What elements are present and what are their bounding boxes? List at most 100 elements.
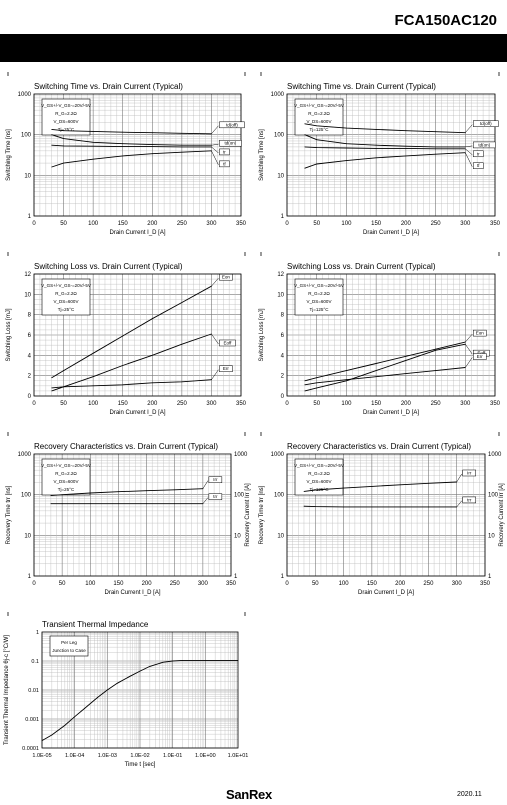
series-label-box xyxy=(462,469,476,477)
data-point xyxy=(92,376,94,378)
data-point xyxy=(405,148,407,149)
data-point xyxy=(97,697,98,698)
data-point xyxy=(63,386,64,388)
x-tick-label: 250 xyxy=(423,581,434,587)
data-point xyxy=(63,145,64,147)
series-label-box xyxy=(219,160,230,168)
data-point xyxy=(435,146,436,148)
chart-title: Switching Loss vs. Drain Current (Typica… xyxy=(34,262,183,271)
x-tick-label: 1.0E-05 xyxy=(32,753,51,759)
series-label-box xyxy=(208,476,223,483)
x-tick-label: 1.0E-01 xyxy=(163,753,182,759)
x-tick-label: 150 xyxy=(118,401,129,407)
series-line xyxy=(304,152,466,169)
y-tick-label: 1 xyxy=(36,630,39,636)
y-tick-label: 0.01 xyxy=(28,688,39,694)
data-point xyxy=(118,491,119,493)
y-tick-label: 1 xyxy=(28,214,32,220)
condition-text: V_GS+/-V_GS-=20V/-5V xyxy=(41,283,91,288)
data-point xyxy=(50,503,52,505)
data-point xyxy=(316,163,318,165)
x-axis-label: Drain Current I_D [A] xyxy=(104,590,160,596)
y-tick-label: 100 xyxy=(274,133,285,139)
label-leader xyxy=(465,152,473,167)
x-tick-label: 300 xyxy=(460,401,471,407)
data-point xyxy=(51,387,53,389)
y-right-tick-label: 1000 xyxy=(234,452,248,458)
data-point xyxy=(304,380,306,382)
x-tick-label: 1.0E+00 xyxy=(195,753,216,759)
y-axis-right-label: Recovery Current Irr [A] xyxy=(245,483,251,547)
x-tick-label: 100 xyxy=(339,581,350,587)
y-right-tick-label: 10 xyxy=(234,533,241,539)
condition-text: Tj=25°C xyxy=(58,127,75,132)
label-leader xyxy=(465,357,473,368)
series-line xyxy=(51,150,212,168)
data-point xyxy=(162,661,164,663)
series-label: trr xyxy=(467,497,472,502)
x-tick-label: 0 xyxy=(32,221,36,227)
data-point xyxy=(146,503,148,505)
y-tick-label: 0 xyxy=(281,394,285,400)
x-tick-label: 300 xyxy=(206,221,217,227)
data-point xyxy=(316,377,318,379)
x-tick-label: 200 xyxy=(395,581,406,587)
data-point xyxy=(64,725,66,726)
x-tick-label: 1.0E-03 xyxy=(98,753,117,759)
data-point xyxy=(61,494,63,496)
condition-text: V_DS=600V xyxy=(54,299,79,304)
sanrex-logo: SanRex xyxy=(226,787,272,802)
y-tick-label: 10 xyxy=(277,173,284,179)
data-point xyxy=(346,147,347,149)
condition-text: R_G=2.2Ω xyxy=(55,111,77,116)
condition-text: Junction to Case xyxy=(52,648,86,653)
x-tick-label: 350 xyxy=(226,581,237,587)
chart-title: Recovery Characteristics vs. Drain Curre… xyxy=(34,442,218,451)
data-point xyxy=(237,660,239,661)
condition-text: R_G=2.2Ω xyxy=(308,471,330,476)
data-point xyxy=(63,162,64,164)
data-point xyxy=(63,370,64,371)
x-tick-label: 100 xyxy=(341,401,352,407)
data-point xyxy=(375,376,377,378)
y-tick-label: 4 xyxy=(28,353,32,359)
label-leader xyxy=(465,344,473,355)
data-point xyxy=(399,506,401,508)
data-point xyxy=(181,151,183,153)
y-axis-label: Recovery Time trr [ns] xyxy=(6,485,12,544)
series-label-box xyxy=(473,120,499,127)
series-label: Irr xyxy=(213,477,218,482)
y-axis-label: Transient Thermal Impedance θj-c [°C/W] xyxy=(4,635,10,745)
label-leader xyxy=(211,369,219,380)
x-tick-label: 200 xyxy=(147,221,158,227)
x-axis-label: Drain Current I_D [A] xyxy=(109,230,165,236)
x-tick-label: 350 xyxy=(490,221,501,227)
data-point xyxy=(304,390,306,392)
data-point xyxy=(51,377,53,379)
y-tick-label: 2 xyxy=(281,374,285,380)
y-tick-label: 10 xyxy=(24,173,31,179)
condition-text: V_DS=600V xyxy=(307,119,332,124)
x-tick-label: 250 xyxy=(177,401,188,407)
series-label: Err xyxy=(477,354,484,359)
data-point xyxy=(435,148,436,150)
data-point xyxy=(63,130,64,132)
data-point xyxy=(343,506,344,508)
series-line xyxy=(51,333,212,392)
y-tick-label: 1000 xyxy=(18,92,32,98)
series-label-box xyxy=(473,329,487,337)
series-label: Irr xyxy=(467,470,472,475)
data-point xyxy=(316,125,318,127)
x-tick-label: 50 xyxy=(313,221,320,227)
chart-switching-time-125c: Switching Time vs. Drain Current (Typica… xyxy=(259,72,501,236)
x-tick-label: 200 xyxy=(147,401,158,407)
y-right-tick-label: 1000 xyxy=(488,452,502,458)
series-label-box xyxy=(473,162,484,169)
data-point xyxy=(375,363,377,364)
data-point xyxy=(405,355,407,357)
x-tick-label: 150 xyxy=(371,221,382,227)
grid xyxy=(33,454,232,577)
series-label-box xyxy=(473,141,496,149)
data-point xyxy=(181,146,183,148)
chart-switching-loss-25c: Switching Loss vs. Drain Current (Typica… xyxy=(6,252,247,416)
